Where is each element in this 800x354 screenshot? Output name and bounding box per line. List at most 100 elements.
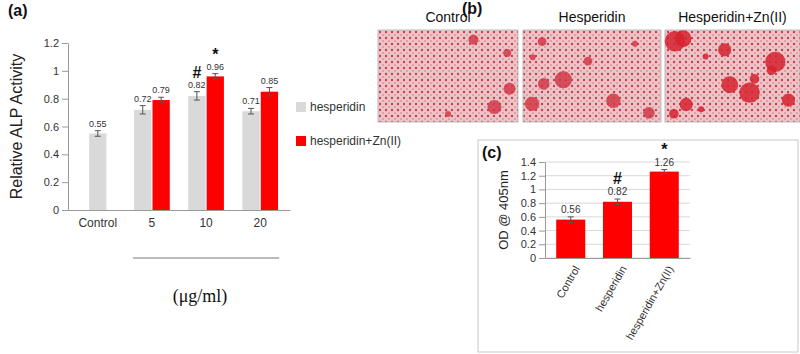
- y-tick: 0.8: [521, 197, 545, 209]
- data-label: 0.85: [261, 76, 279, 86]
- y-tick-mark: [539, 176, 545, 177]
- panel-label: (c): [482, 144, 502, 161]
- error-bar-stem: [97, 131, 98, 137]
- data-label: 0.71: [242, 96, 260, 106]
- y-tick: 0: [530, 252, 545, 264]
- x-tick-label: hesperidin: [593, 264, 629, 314]
- bar: [134, 110, 151, 210]
- error-bar-cap: [158, 97, 164, 98]
- y-tick-label: 1: [530, 183, 536, 195]
- y-tick: 0.4: [521, 225, 545, 237]
- y-tick: 0.6: [44, 121, 68, 133]
- bar: [207, 76, 224, 210]
- data-texts: 0.560.82#1.26*: [561, 141, 674, 215]
- micrograph-image: [665, 30, 800, 122]
- y-tick: 1.2: [521, 170, 545, 182]
- x-tick: 5: [149, 210, 156, 230]
- micrograph-image: [378, 30, 518, 122]
- legend-swatch: [296, 136, 306, 146]
- plot-area: [556, 170, 679, 258]
- chart-panel: 0.550.720.82#0.710.790.96*0.8500.20.40.6…: [8, 2, 401, 307]
- stain-nodule: [530, 54, 536, 60]
- legend-label: hesperidin: [310, 100, 365, 114]
- error-bar-cap: [615, 204, 621, 205]
- stain-nodule: [555, 71, 572, 88]
- category-bracket: [133, 258, 279, 259]
- y-tick-label: 0.8: [521, 197, 536, 209]
- x-tick-label: Control: [554, 264, 582, 301]
- stain-nodule: [503, 49, 511, 57]
- y-tick-mark: [539, 231, 545, 232]
- y-tick-mark: [539, 189, 545, 190]
- y-tick: 1.4: [521, 156, 545, 168]
- image-title: Control: [425, 9, 470, 25]
- x-tick-label: 20: [254, 216, 268, 230]
- y-tick: 0.2: [521, 238, 545, 250]
- stain-nodule: [669, 109, 679, 119]
- data-label: 0.72: [134, 94, 152, 104]
- significance-marker: *: [661, 141, 668, 158]
- y-axis-line: [545, 163, 546, 259]
- stain-nodule: [750, 74, 760, 84]
- error-bar: [140, 106, 146, 114]
- stain-nodule: [698, 106, 704, 112]
- y-tick-mark: [62, 154, 68, 155]
- stain-nodule: [739, 82, 759, 102]
- error-bar: [266, 88, 272, 96]
- image-title: Hesperidin+Zn(II): [678, 9, 787, 25]
- stain-nodule: [468, 35, 478, 45]
- error-bar-stem: [664, 170, 665, 174]
- error-bar: [661, 170, 667, 174]
- y-tick: 0.4: [44, 148, 68, 160]
- x-tick: Control: [78, 210, 117, 230]
- y-axis: 0 0.20.4 0.6 0.8 11.2 1.4: [521, 156, 546, 264]
- bar: [556, 220, 585, 258]
- error-bar-cap: [194, 91, 200, 92]
- y-tick-mark: [539, 162, 545, 163]
- y-tick-label: 1.2: [521, 170, 536, 182]
- stain-nodule: [643, 107, 655, 119]
- stain-nodule: [525, 97, 539, 111]
- stain-nodule: [782, 94, 795, 107]
- error-bar-cap: [568, 222, 574, 223]
- y-tick-mark: [62, 127, 68, 128]
- stain-nodule: [606, 94, 620, 108]
- error-bar-cap: [568, 216, 574, 217]
- y-axis-line: [68, 44, 69, 211]
- y-axis-title: Relative ALP Activity: [8, 54, 25, 200]
- data-texts: 0.550.720.82#0.710.790.96*0.85: [89, 46, 278, 129]
- data-label: 0.79: [152, 85, 170, 95]
- x-tick-label: 10: [199, 216, 213, 230]
- y-tick: 1.2: [44, 37, 68, 49]
- error-bar-cap: [212, 73, 218, 74]
- x-tick-label: Control: [78, 216, 117, 230]
- error-bar-cap: [140, 105, 146, 106]
- data-label: 0.55: [89, 119, 107, 129]
- stain-nodule: [721, 76, 738, 93]
- image-title: Hesperidin: [559, 9, 626, 25]
- data-label: 0.96: [207, 62, 225, 72]
- y-tick-mark: [62, 99, 68, 100]
- y-tick-mark: [539, 258, 545, 259]
- stain-nodule: [445, 111, 451, 117]
- x-axis-line: [69, 210, 291, 211]
- legend-label: hesperidin+Zn(II): [310, 134, 401, 148]
- y-tick-label: 0.2: [44, 176, 59, 188]
- stain-nodule: [504, 83, 516, 95]
- y-tick-label: 0.4: [521, 225, 536, 237]
- grid: [545, 162, 690, 258]
- legend-swatch: [296, 102, 306, 112]
- plot-area: [89, 74, 278, 210]
- error-bar-cap: [95, 130, 101, 131]
- y-axis-title: OD @ 405nm: [496, 170, 511, 250]
- x-axis-title: (μg/ml): [173, 286, 228, 307]
- x-axis-line: [546, 258, 691, 259]
- stain-nodule: [767, 66, 777, 76]
- y-tick-label: 0.6: [521, 211, 536, 223]
- y-tick-label: 0.6: [44, 121, 59, 133]
- error-bar: [248, 108, 254, 114]
- x-tick: hesperidin: [593, 258, 629, 314]
- y-tick: 0: [53, 204, 68, 216]
- error-bar-stem: [196, 92, 197, 100]
- y-tick-label: 0.4: [44, 148, 59, 160]
